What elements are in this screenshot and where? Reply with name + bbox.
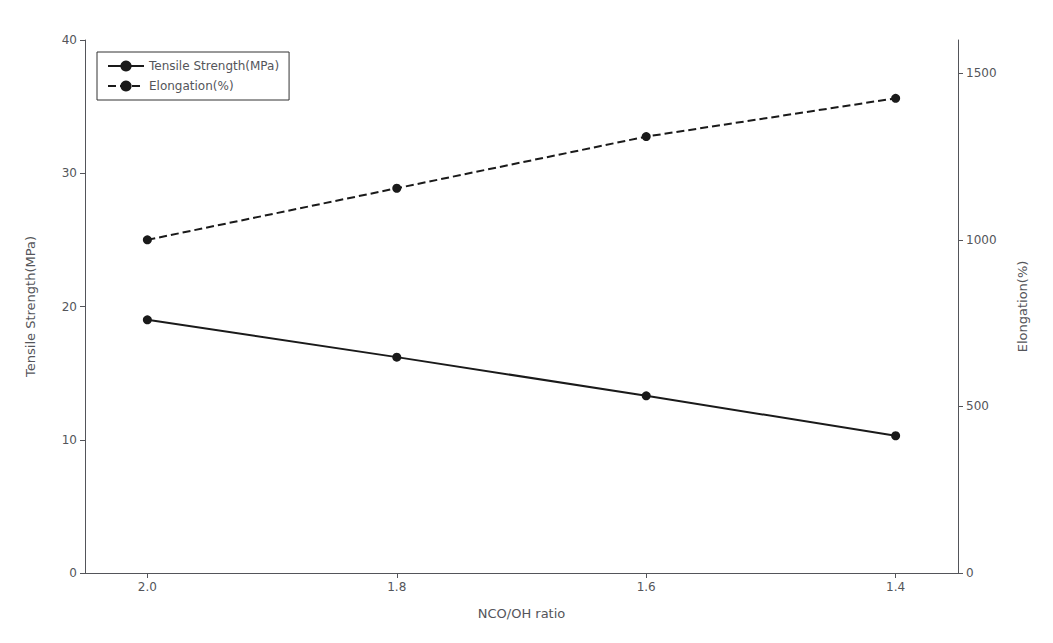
svg-text:Tensile Strength(MPa): Tensile Strength(MPa): [23, 236, 38, 378]
svg-text:10: 10: [62, 433, 77, 447]
svg-text:0: 0: [966, 566, 974, 580]
svg-text:NCO/OH ratio: NCO/OH ratio: [478, 606, 566, 621]
svg-text:Elongation(%): Elongation(%): [149, 79, 234, 93]
svg-text:30: 30: [62, 166, 77, 180]
svg-text:500: 500: [966, 399, 989, 413]
svg-text:20: 20: [62, 300, 77, 314]
svg-text:40: 40: [62, 33, 77, 47]
svg-text:1.8: 1.8: [387, 580, 406, 594]
svg-text:1.6: 1.6: [637, 580, 656, 594]
svg-text:2.0: 2.0: [138, 580, 157, 594]
svg-text:Tensile Strength(MPa): Tensile Strength(MPa): [148, 59, 279, 73]
svg-text:1.4: 1.4: [886, 580, 905, 594]
svg-text:Elongation(%): Elongation(%): [1015, 261, 1030, 353]
svg-text:1000: 1000: [966, 233, 997, 247]
svg-text:0: 0: [69, 566, 77, 580]
svg-text:1500: 1500: [966, 66, 997, 80]
